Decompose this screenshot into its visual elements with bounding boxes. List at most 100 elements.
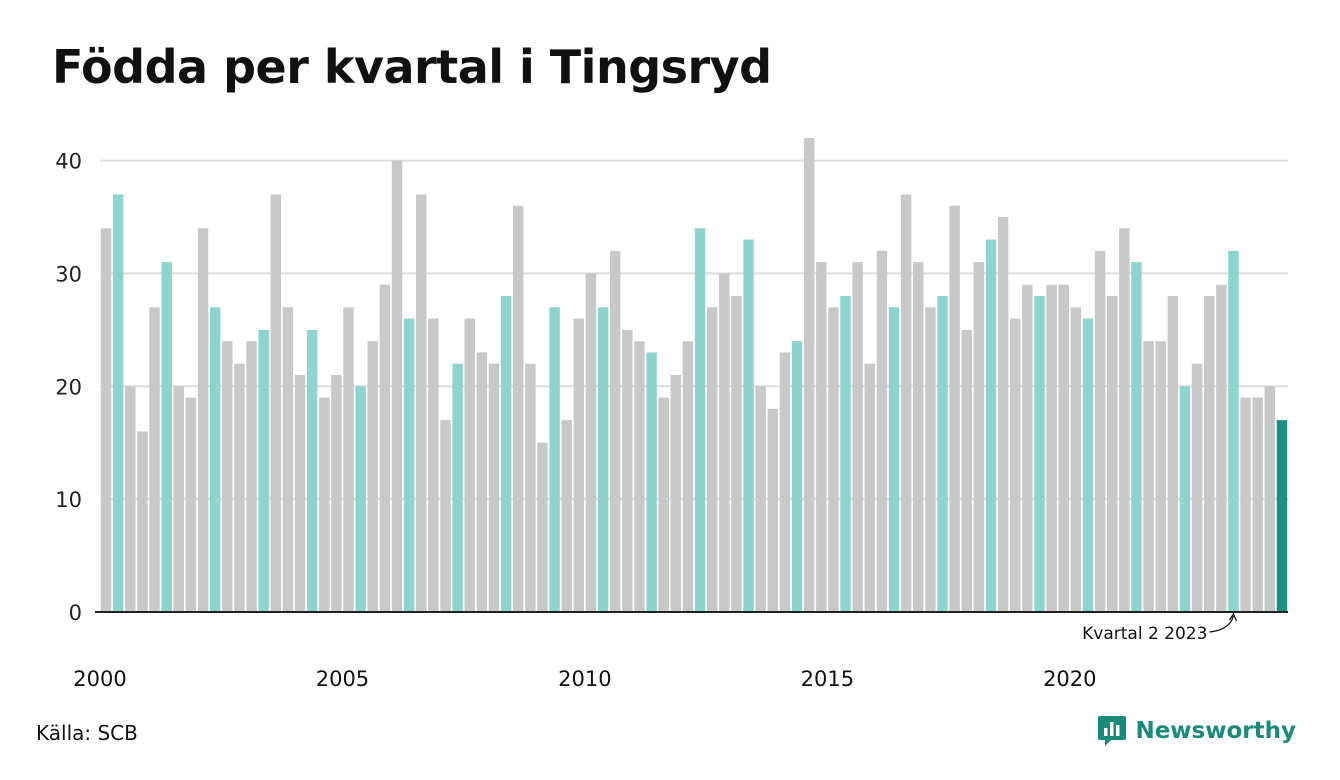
- bar: [597, 307, 609, 612]
- bar: [476, 352, 488, 612]
- bar: [294, 375, 306, 612]
- bar: [743, 239, 754, 612]
- bar: [1240, 397, 1251, 612]
- chart-title: Födda per kvartal i Tingsryd: [52, 40, 772, 94]
- bar: [452, 363, 463, 612]
- bar: [1070, 307, 1082, 612]
- bar: [1022, 284, 1033, 612]
- annotation-arrowhead: [1228, 612, 1238, 622]
- bar: [1119, 228, 1130, 613]
- y-tick-label: 10: [55, 488, 82, 512]
- bar: [1216, 284, 1227, 612]
- bar: [949, 205, 960, 612]
- bar: [779, 352, 791, 612]
- brand-logo[interactable]: Newsworthy: [1097, 714, 1296, 748]
- bar: [646, 352, 657, 612]
- bar: [270, 194, 281, 612]
- bar: [791, 341, 803, 612]
- source-label: Källa: SCB: [36, 721, 138, 745]
- bar-highlight: [1276, 420, 1288, 612]
- x-tick-label: 2015: [801, 667, 854, 691]
- bar: [670, 375, 682, 612]
- bar: [185, 397, 197, 612]
- bar: [864, 363, 875, 612]
- bar: [125, 386, 136, 612]
- bar: [682, 341, 694, 612]
- bar: [585, 273, 597, 612]
- bar: [1155, 341, 1166, 612]
- bar: [428, 318, 439, 612]
- bar: [306, 329, 318, 612]
- bar: [1252, 397, 1263, 612]
- bar: [573, 318, 585, 612]
- bar: [1034, 296, 1045, 612]
- bar: [1228, 250, 1239, 613]
- bar: [355, 386, 366, 612]
- annotation: Kvartal 2 2023: [1082, 612, 1238, 644]
- bar: [137, 431, 148, 612]
- bar: [1046, 284, 1057, 612]
- bar: [173, 386, 185, 612]
- bar: [391, 160, 403, 612]
- bar: [246, 341, 257, 612]
- bar: [319, 397, 330, 612]
- bar: [1082, 318, 1094, 612]
- bar: [913, 262, 924, 612]
- bar: [416, 194, 427, 612]
- bar: [925, 307, 936, 612]
- axes: 0 10 20 30 40 2000 2005 2010 2015 2020: [55, 150, 1288, 691]
- bar: [1058, 284, 1069, 612]
- y-tick-label: 0: [69, 601, 82, 625]
- x-tick-label: 2010: [558, 667, 611, 691]
- bar: [1143, 341, 1154, 612]
- bar: [937, 296, 948, 612]
- bar: [1107, 296, 1118, 612]
- bar: [367, 341, 378, 612]
- bar: [1010, 318, 1021, 612]
- x-tick-label: 2000: [73, 667, 126, 691]
- bar: [100, 228, 112, 613]
- bar: [149, 307, 160, 612]
- bar: [658, 397, 669, 612]
- bar: [888, 307, 900, 612]
- annotation-label: Kvartal 2 2023: [1082, 624, 1207, 644]
- y-tick-label: 20: [55, 375, 82, 399]
- bar: [549, 307, 560, 612]
- bar: [343, 307, 354, 612]
- bar: [513, 205, 524, 612]
- y-tick-label: 30: [55, 262, 82, 286]
- x-tick-label: 2005: [316, 667, 369, 691]
- bar: [828, 307, 839, 612]
- newsworthy-logo-icon: [1098, 716, 1127, 746]
- bar: [985, 239, 997, 612]
- bar: [488, 363, 500, 612]
- bar: [961, 329, 972, 612]
- bar: [609, 250, 621, 613]
- bar: [197, 228, 209, 613]
- bar: [1094, 250, 1106, 613]
- bar: [1191, 363, 1203, 612]
- bar: [706, 307, 718, 612]
- bar: [525, 363, 536, 612]
- bar: [622, 329, 633, 612]
- bar: [755, 386, 766, 612]
- bar: [852, 262, 863, 612]
- bar: [634, 341, 645, 612]
- bar: [379, 284, 391, 612]
- bar: [816, 262, 827, 612]
- bar: [1264, 386, 1276, 612]
- bar: [731, 296, 742, 612]
- bar: [1167, 296, 1179, 612]
- bar: [1203, 296, 1215, 612]
- bar: [222, 341, 233, 612]
- bar: [440, 420, 451, 612]
- x-tick-label: 2020: [1043, 667, 1096, 691]
- bar: [876, 250, 888, 613]
- bar: [561, 420, 572, 612]
- bar: [767, 408, 779, 612]
- bar: [234, 363, 245, 612]
- bar: [209, 307, 221, 612]
- bar: [997, 217, 1009, 612]
- y-tick-label: 40: [55, 150, 82, 174]
- brand-name: Newsworthy: [1135, 718, 1296, 744]
